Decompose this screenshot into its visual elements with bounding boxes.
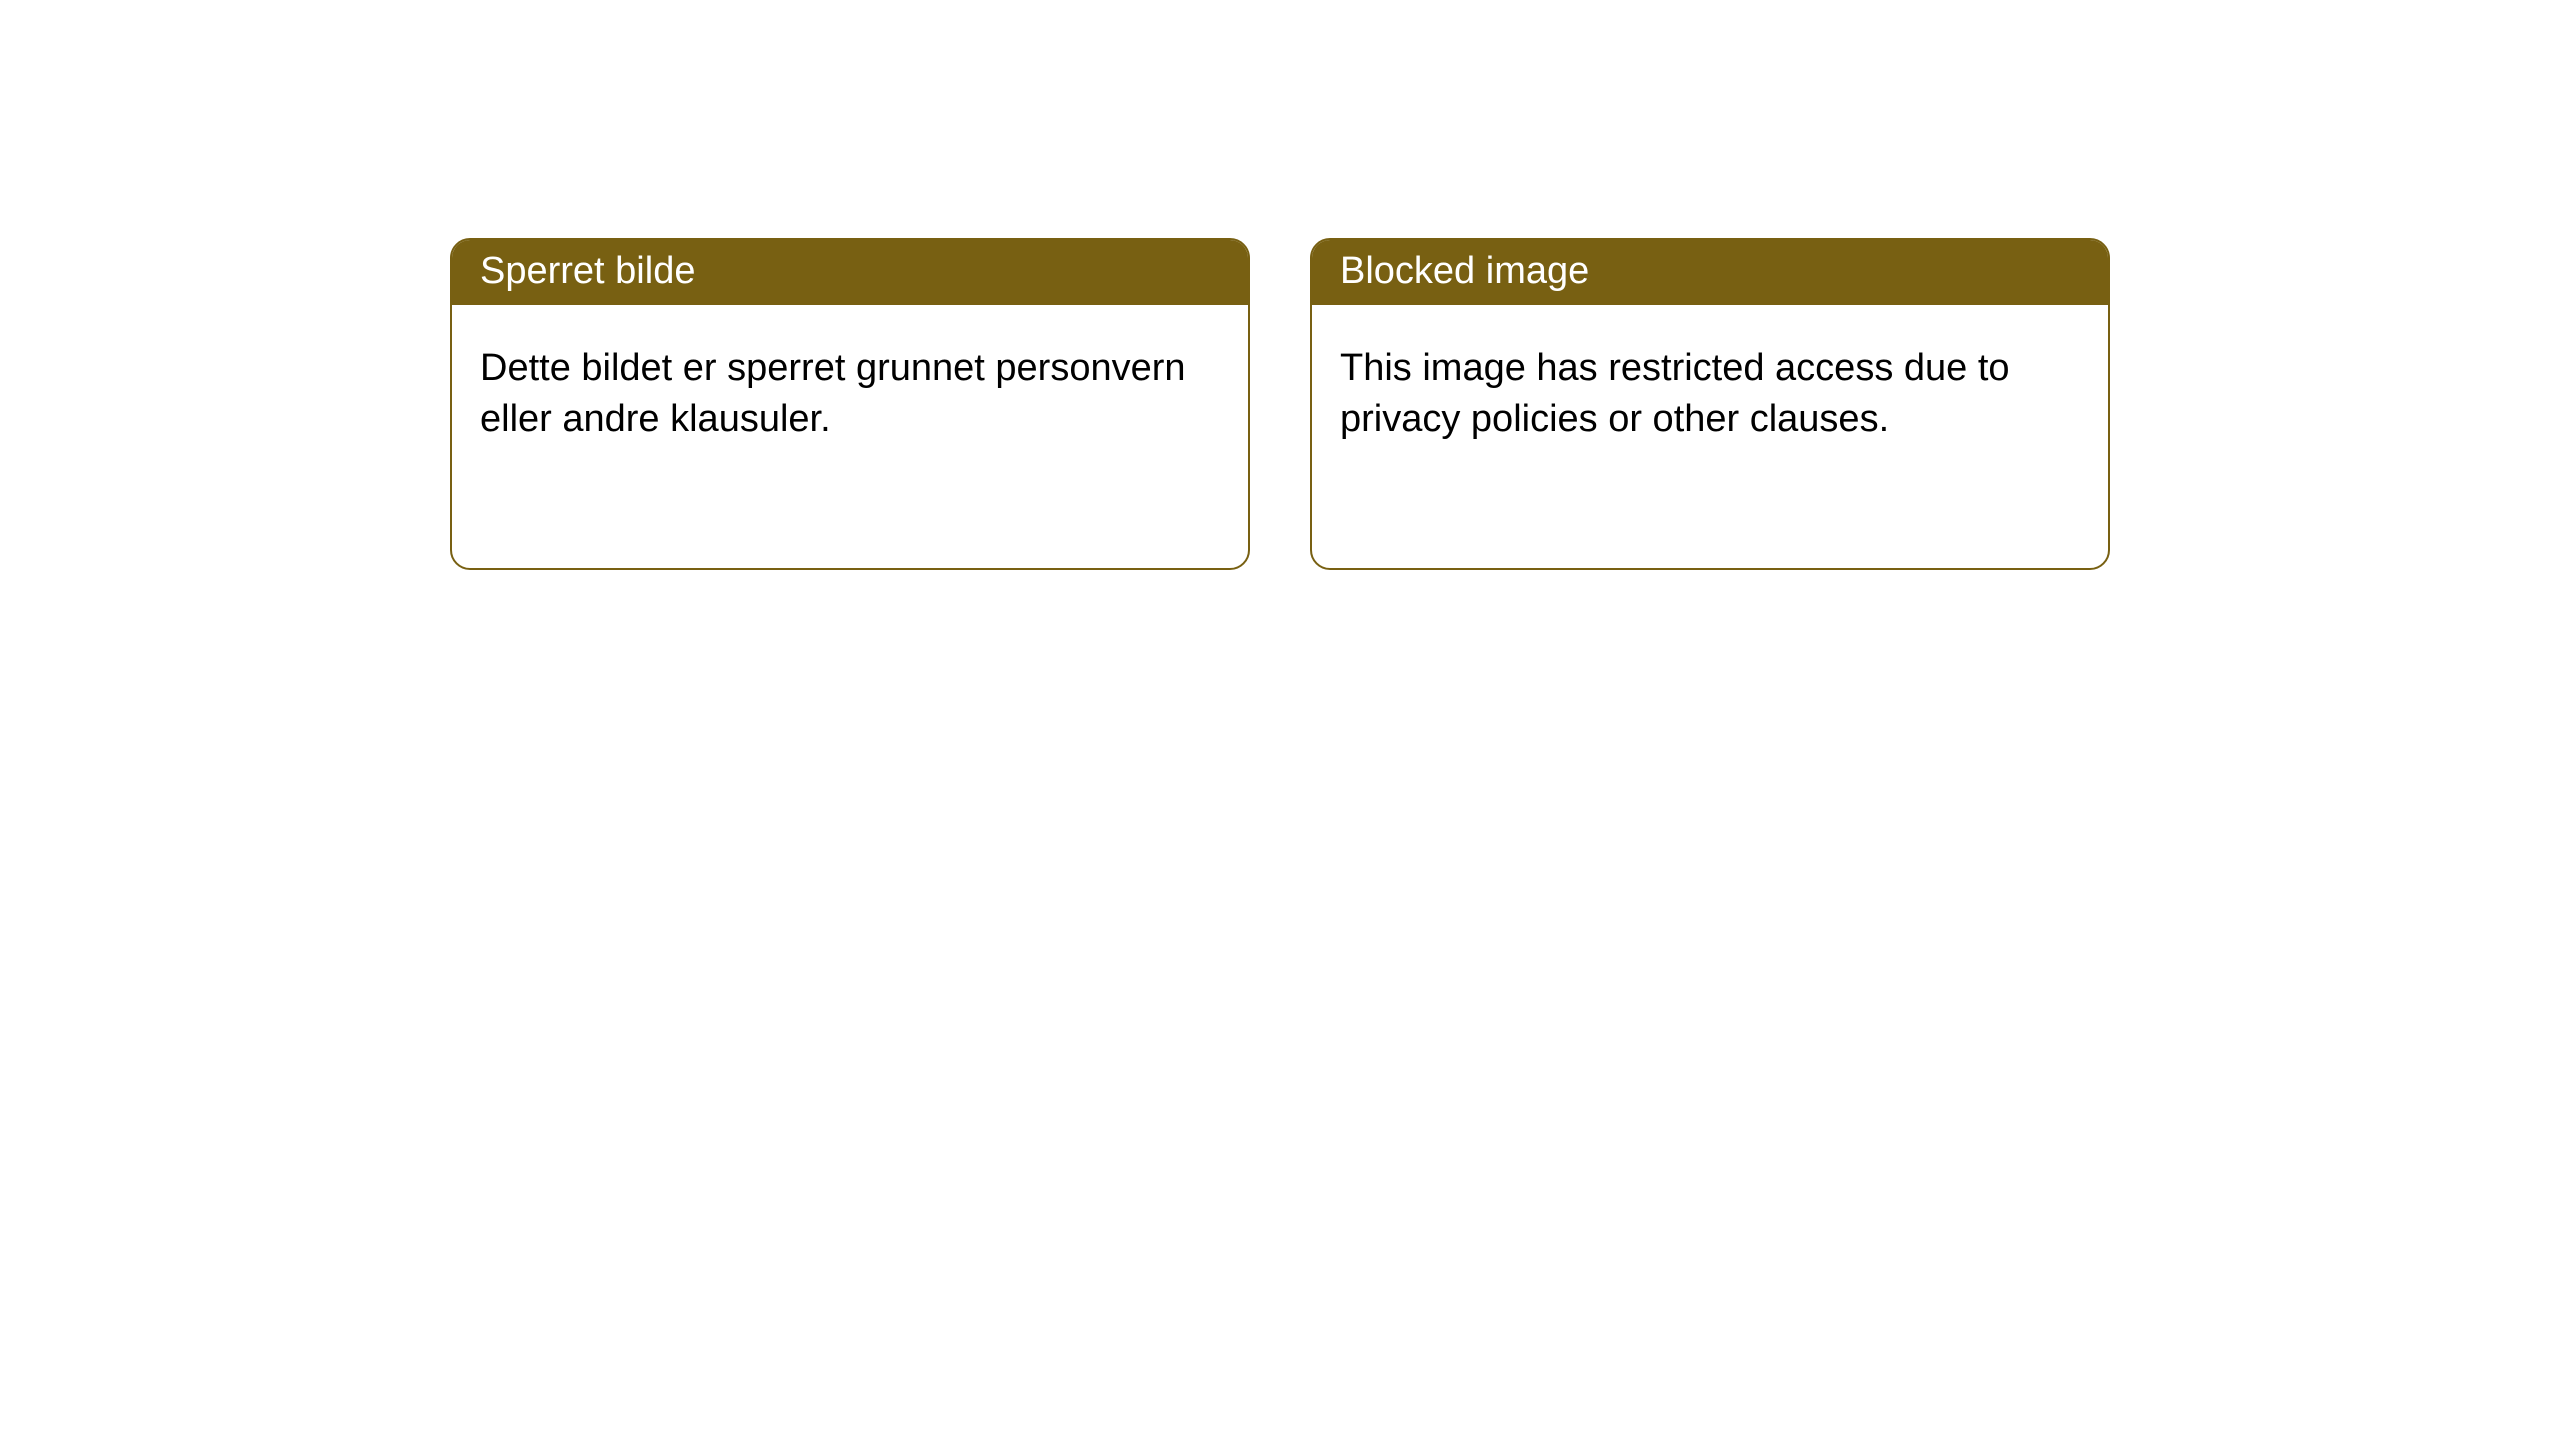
blocked-image-card-no: Sperret bilde Dette bildet er sperret gr…	[450, 238, 1250, 570]
card-body-no: Dette bildet er sperret grunnet personve…	[452, 305, 1248, 484]
card-body-en: This image has restricted access due to …	[1312, 305, 2108, 484]
blocked-image-cards: Sperret bilde Dette bildet er sperret gr…	[450, 238, 2560, 570]
card-title-no: Sperret bilde	[452, 240, 1248, 305]
card-title-en: Blocked image	[1312, 240, 2108, 305]
blocked-image-card-en: Blocked image This image has restricted …	[1310, 238, 2110, 570]
